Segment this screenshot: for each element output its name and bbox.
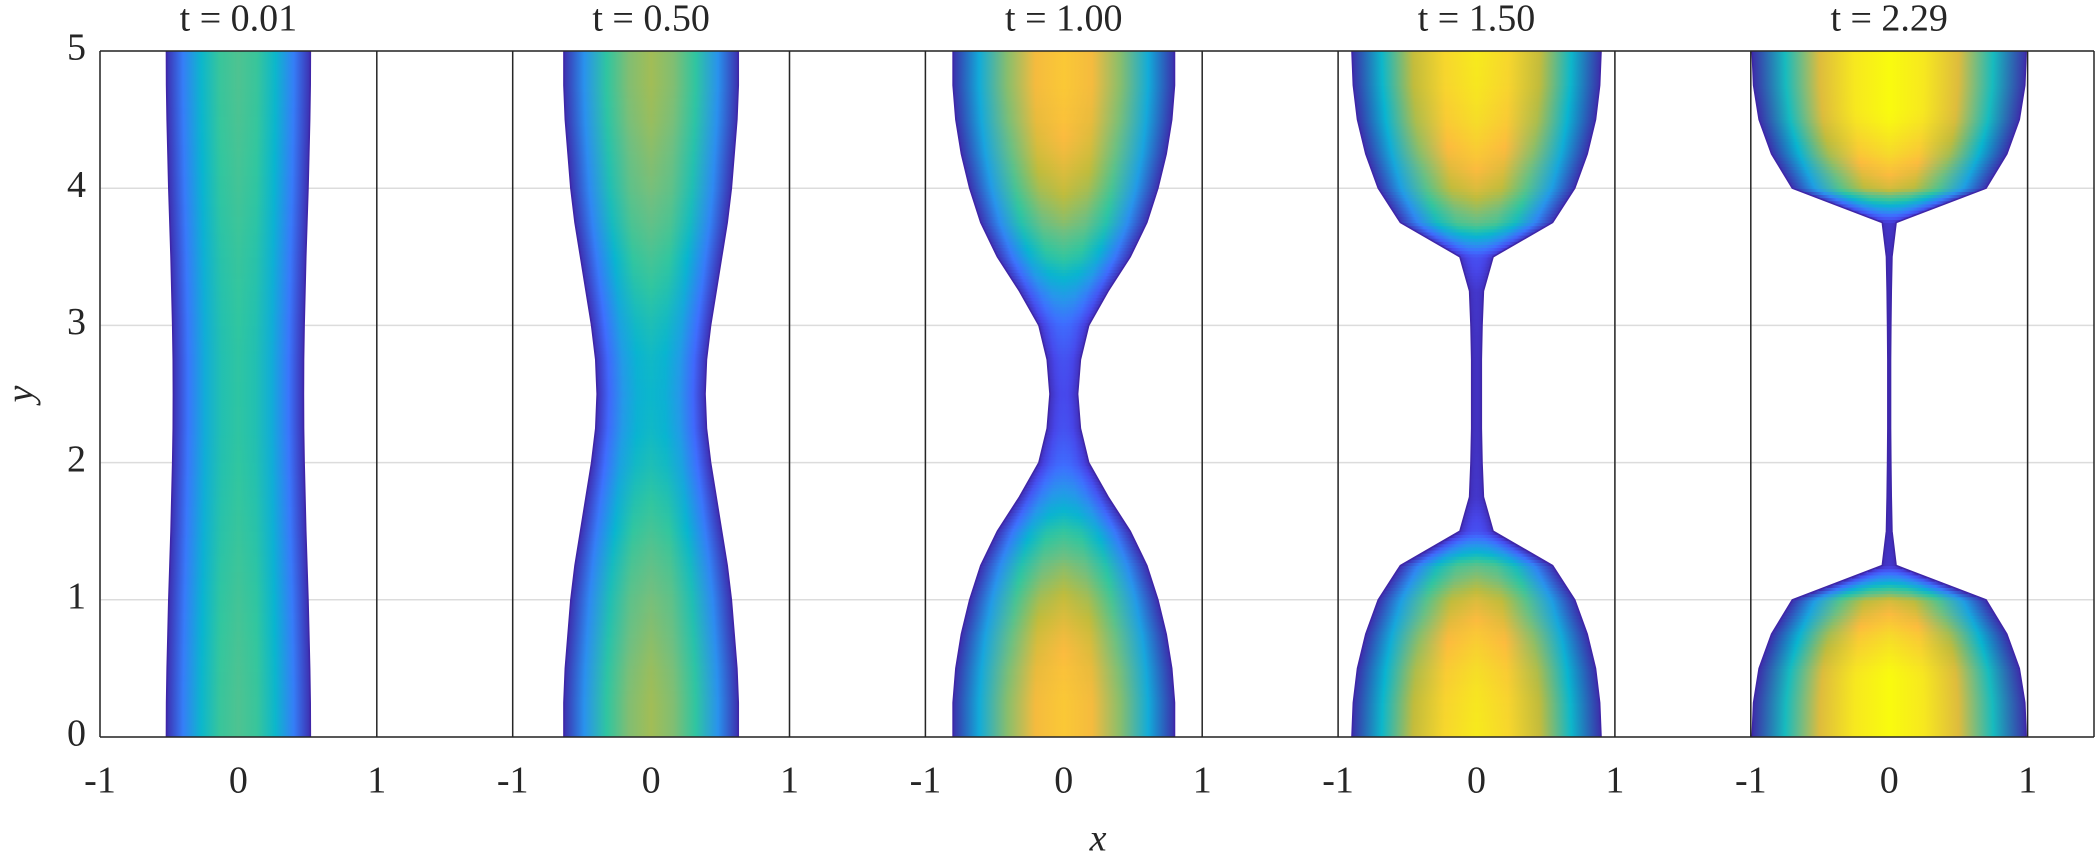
x-tick-label: -1 (497, 760, 529, 802)
droplet-edge-right (302, 50, 312, 738)
droplet-edge-left (1351, 50, 1473, 738)
x-tick-label: 1 (367, 760, 386, 802)
y-tick-label: 2 (67, 438, 86, 480)
x-tick-label: 0 (1467, 760, 1486, 802)
droplet-edge-right (1889, 50, 2027, 738)
droplet-edge-left (952, 51, 1051, 737)
x-tick-label: -1 (1735, 760, 1767, 802)
x-tick-label: -1 (1322, 760, 1354, 802)
panel-title: t = 1.00 (1005, 0, 1123, 40)
droplet-edge-right (1480, 50, 1602, 738)
panel-title: t = 1.50 (1418, 0, 1536, 40)
droplet-fill (953, 51, 1175, 737)
x-tick-label: 1 (2018, 760, 2037, 802)
y-axis-label: y (0, 385, 42, 406)
droplet-edge-right (1076, 51, 1176, 737)
x-tick-label: 1 (780, 760, 799, 802)
x-tick-label: 0 (642, 760, 661, 802)
x-tick-label: 1 (1193, 760, 1212, 802)
droplet-edge-right (704, 51, 740, 737)
droplet-edge-left (165, 50, 175, 738)
droplet-fill (1351, 51, 1602, 737)
x-tick-label: 1 (1605, 760, 1624, 802)
droplet-fill (166, 51, 311, 737)
x-tick-label: 0 (229, 760, 248, 802)
x-tick-label: -1 (910, 760, 942, 802)
y-tick-label: 3 (67, 301, 86, 343)
droplet-fill (1752, 51, 2027, 737)
y-tick-label: 1 (67, 576, 86, 618)
y-tick-label: 4 (67, 164, 86, 206)
y-tick-label: 0 (67, 713, 86, 755)
x-tick-label: 0 (1054, 760, 1073, 802)
panel-title: t = 0.01 (180, 0, 298, 40)
panel-title: t = 2.29 (1830, 0, 1948, 40)
droplet-edge-left (1751, 50, 1889, 738)
droplet-edge-left (563, 51, 598, 737)
y-tick-label: 5 (67, 27, 86, 69)
x-axis-label: x (1089, 818, 1107, 860)
x-tick-label: -1 (84, 760, 116, 802)
x-tick-label: 0 (1880, 760, 1899, 802)
droplet-fill (563, 51, 739, 737)
panel-title: t = 0.50 (592, 0, 710, 40)
